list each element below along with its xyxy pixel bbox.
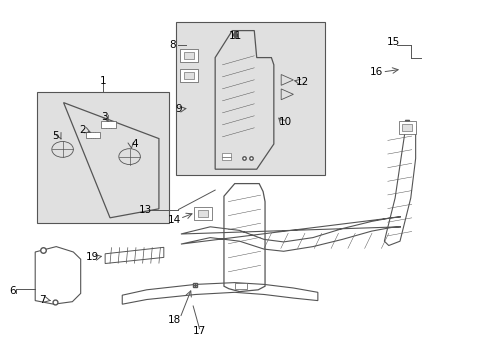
- Bar: [234, 283, 246, 289]
- Text: 13: 13: [139, 204, 152, 215]
- Text: 17: 17: [192, 326, 206, 336]
- Text: 5: 5: [52, 131, 59, 141]
- Text: 11: 11: [228, 31, 242, 41]
- Text: 9: 9: [175, 104, 182, 114]
- Text: 1: 1: [99, 76, 106, 86]
- Bar: [222, 157, 231, 160]
- Text: 3: 3: [101, 112, 107, 122]
- Bar: [184, 52, 194, 59]
- Bar: [180, 49, 198, 62]
- Text: 15: 15: [386, 37, 399, 48]
- Bar: [402, 124, 411, 131]
- Text: 14: 14: [167, 215, 181, 225]
- Text: 8: 8: [168, 40, 175, 50]
- Bar: [398, 121, 415, 134]
- Bar: [37, 92, 168, 223]
- Text: 19: 19: [86, 252, 100, 262]
- Text: 16: 16: [369, 67, 383, 77]
- Bar: [101, 121, 116, 128]
- Bar: [176, 22, 325, 175]
- Text: 6: 6: [9, 286, 16, 296]
- Bar: [184, 72, 194, 79]
- Text: 12: 12: [295, 77, 309, 87]
- Bar: [198, 210, 207, 217]
- Bar: [180, 69, 198, 82]
- Bar: [222, 153, 231, 157]
- Text: 2: 2: [79, 125, 85, 135]
- Text: 10: 10: [278, 117, 291, 127]
- Bar: [194, 207, 211, 220]
- Text: 7: 7: [39, 295, 45, 305]
- Text: 18: 18: [167, 315, 181, 325]
- Text: 4: 4: [131, 139, 138, 149]
- Bar: [86, 132, 100, 138]
